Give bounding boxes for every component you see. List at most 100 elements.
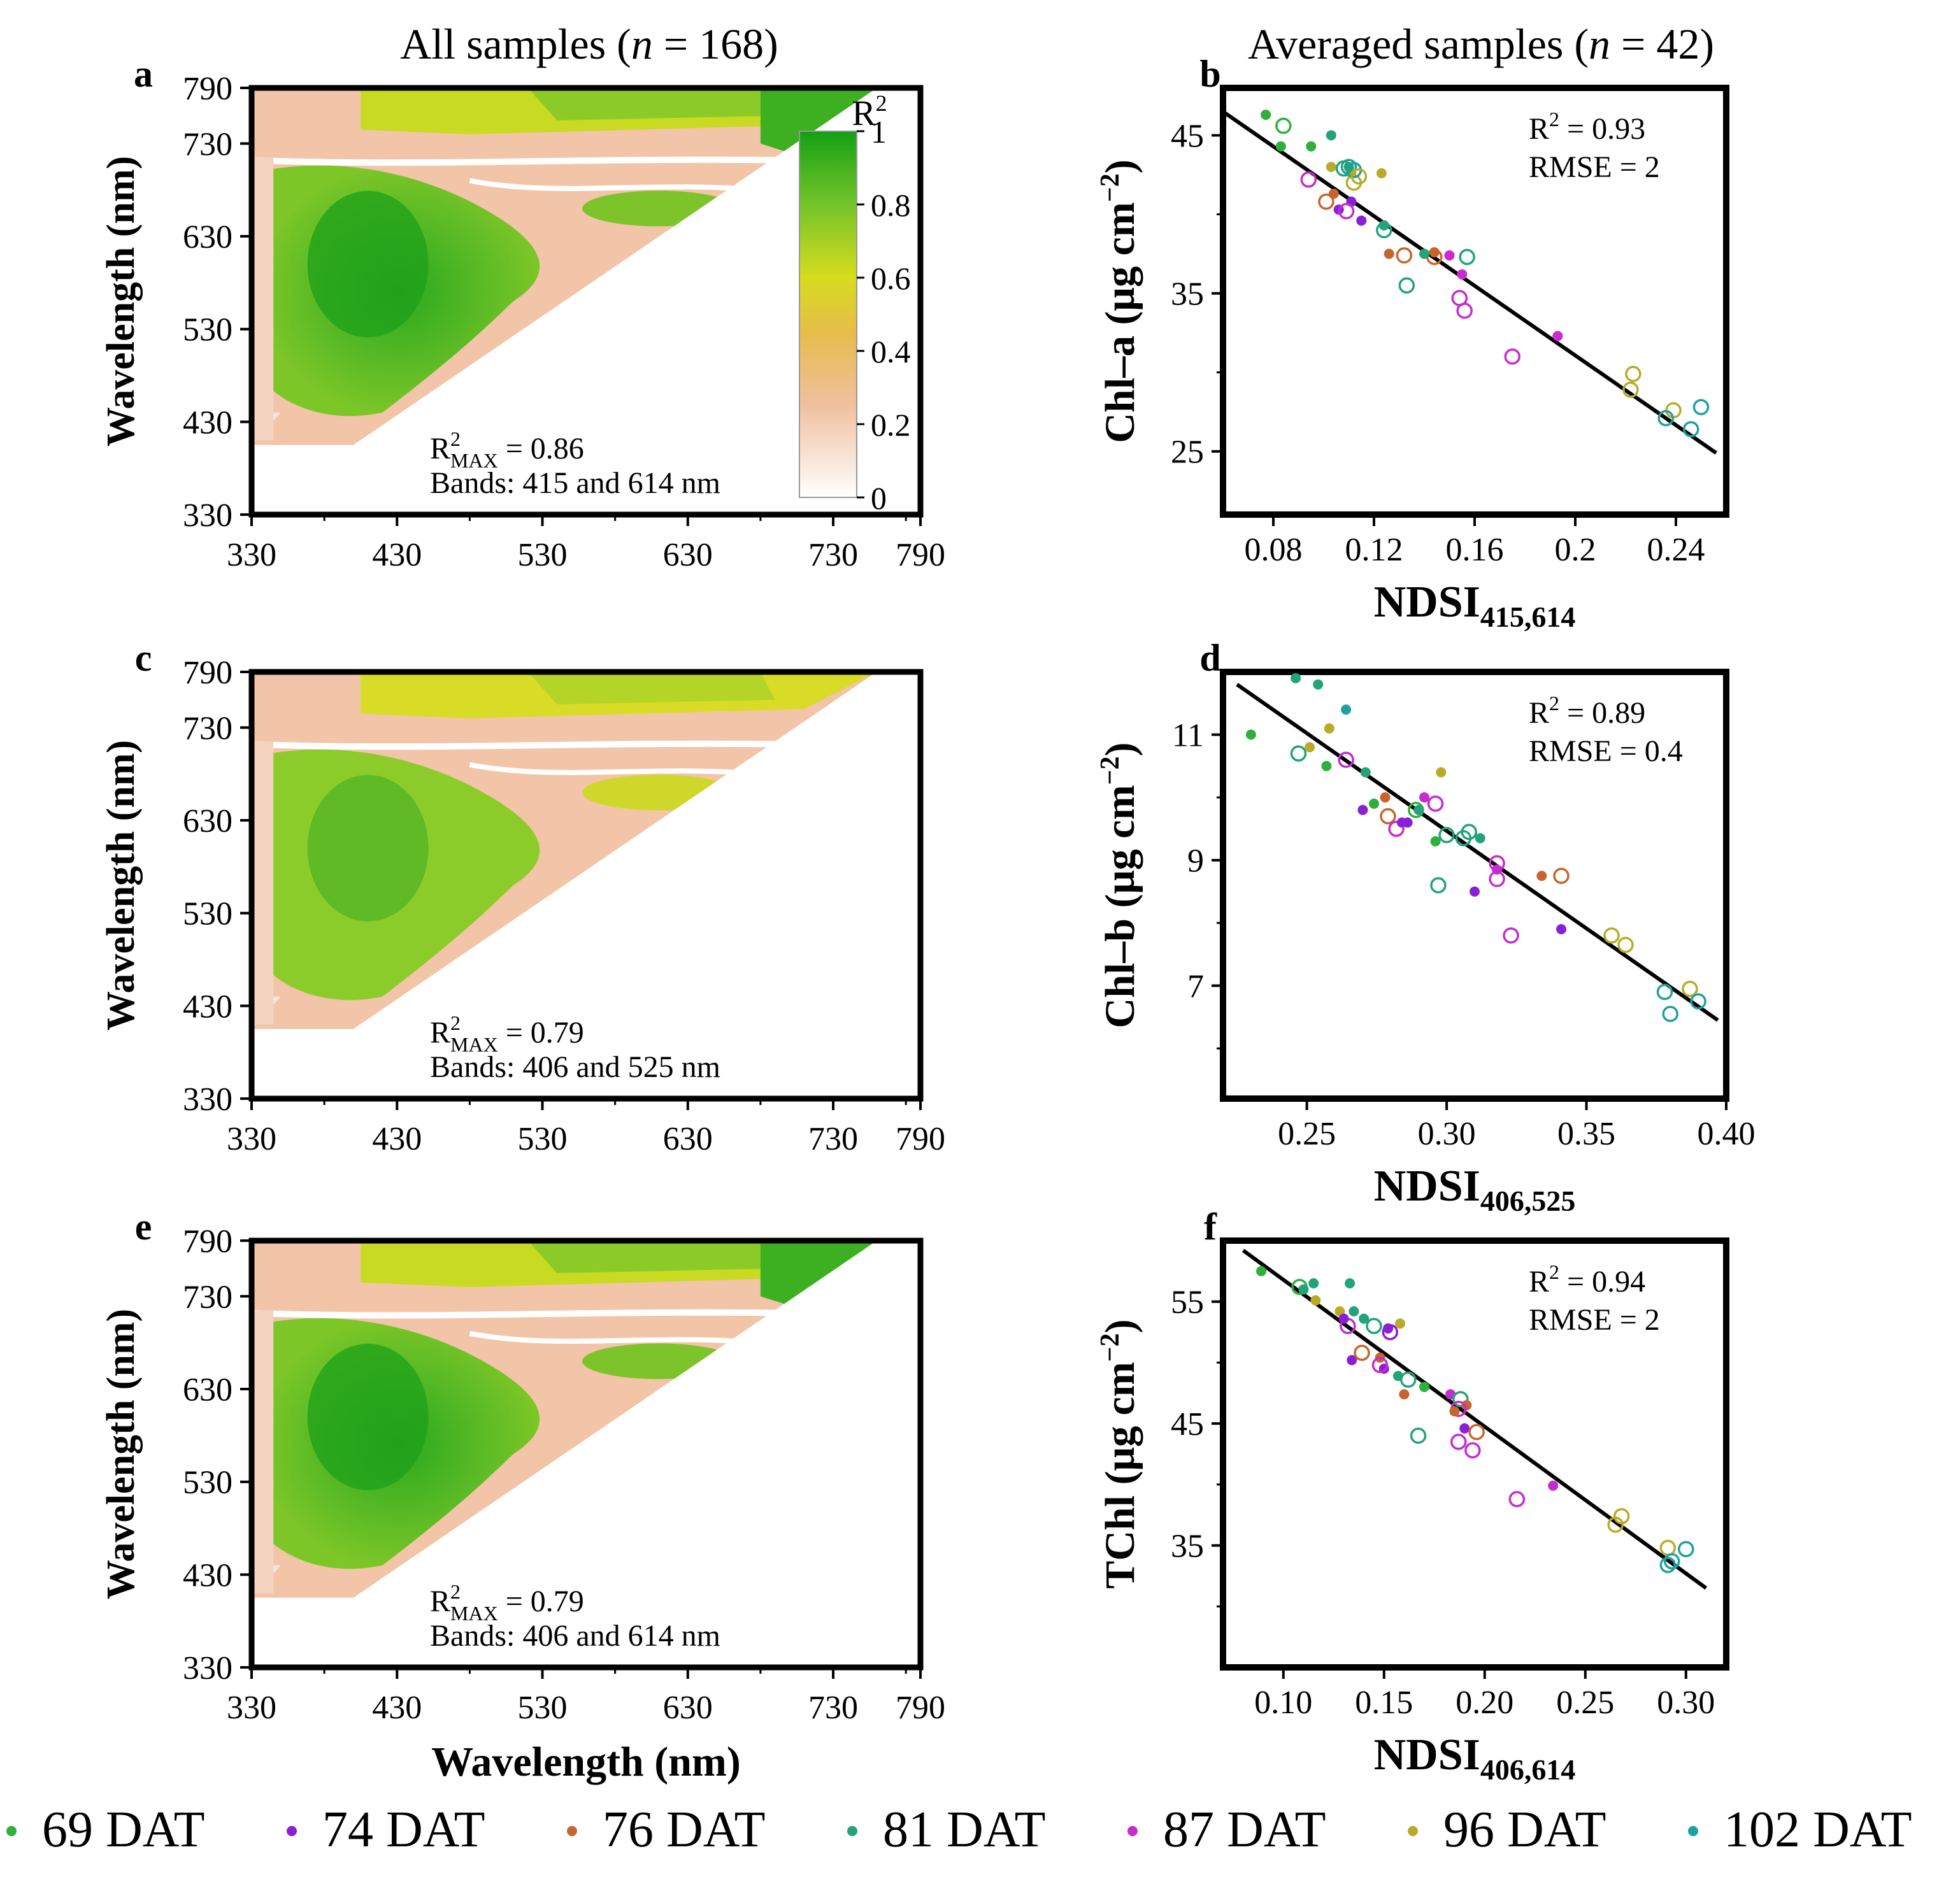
r2-max-label: R xyxy=(430,432,450,466)
data-point xyxy=(1492,864,1503,875)
data-point xyxy=(1376,168,1387,178)
data-point xyxy=(1359,1313,1370,1324)
data-point xyxy=(1396,247,1413,264)
y-axis-label-end: ) xyxy=(1097,743,1143,757)
x-tick-label: 330 xyxy=(227,537,276,573)
r2-annotation: R2 = 0.89 xyxy=(1529,692,1645,730)
data-point xyxy=(1338,752,1354,768)
x-tick-label: 630 xyxy=(663,1121,713,1157)
x-tick-label: 630 xyxy=(663,537,713,573)
x-tick-label: 0.08 xyxy=(1245,532,1303,568)
data-point xyxy=(1450,1434,1467,1450)
data-point xyxy=(1607,1516,1624,1533)
r2-max-sub: MAX xyxy=(450,1033,498,1056)
y-tick-label: 630 xyxy=(183,1372,232,1408)
data-point xyxy=(1427,795,1444,812)
data-point xyxy=(1348,1306,1359,1317)
data-point xyxy=(1682,421,1699,438)
data-point xyxy=(1395,1318,1406,1329)
legend-dot-icon xyxy=(1408,1825,1418,1836)
data-point xyxy=(1371,1357,1389,1374)
data-point xyxy=(1625,366,1642,382)
data-point xyxy=(1617,936,1634,953)
data-point xyxy=(1376,222,1392,239)
x-axis-label-main: NDSI xyxy=(1374,1162,1480,1211)
r2-label: R xyxy=(1529,112,1549,146)
data-point xyxy=(1692,399,1710,416)
data-point xyxy=(1461,1400,1472,1411)
data-point xyxy=(1324,723,1334,734)
y-tick-label: 330 xyxy=(183,1650,232,1686)
y-tick-label: 730 xyxy=(183,1279,232,1315)
data-point xyxy=(1468,1423,1485,1441)
data-point xyxy=(1429,247,1440,258)
x-tick-label: 430 xyxy=(372,1121,422,1157)
x-tick-label: 730 xyxy=(808,1121,858,1157)
y-axis-label-sup: −2 xyxy=(1096,1333,1125,1362)
y-axis-label: Wavelength (nm) xyxy=(99,740,143,1030)
data-point xyxy=(1419,792,1429,803)
data-point xyxy=(1461,823,1477,840)
r2-sup: 2 xyxy=(1549,108,1559,131)
data-point xyxy=(1678,1541,1694,1558)
legend-item-87: 87 DAT xyxy=(1127,1801,1326,1859)
r2-label: R xyxy=(1529,696,1549,730)
heatmap-contour xyxy=(469,1330,761,1346)
data-point xyxy=(1275,141,1286,152)
data-point xyxy=(1396,817,1407,828)
data-point xyxy=(1306,141,1317,152)
data-point xyxy=(1436,767,1447,778)
heatmap-mask xyxy=(252,88,920,515)
data-point xyxy=(1475,833,1485,844)
heatmap-core xyxy=(307,774,429,922)
x-tick-label: 730 xyxy=(808,1690,858,1726)
data-point xyxy=(1321,760,1332,771)
r2-max-annotation: R2 MAX = 0.79 xyxy=(430,1011,584,1056)
y-axis-label: Chl–a (μg cm−2) xyxy=(1096,159,1143,443)
x-tick-label: 430 xyxy=(372,537,422,573)
r2-sup: 2 xyxy=(1549,692,1559,715)
data-point xyxy=(1318,193,1334,210)
data-point xyxy=(1290,745,1307,762)
heatmap-field xyxy=(252,88,920,515)
plot-frame xyxy=(248,669,924,1102)
r2-max-annotation: R2 MAX = 0.79 xyxy=(430,1580,584,1625)
y-tick-label: 9 xyxy=(1187,843,1204,880)
data-point xyxy=(1622,381,1639,398)
data-point xyxy=(1444,250,1455,261)
data-point xyxy=(1548,1480,1559,1491)
y-tick-label: 430 xyxy=(183,1557,232,1593)
right-column-title: Averaged samples (n = 42) xyxy=(1248,20,1714,68)
heatmap-panel-c: 330 430 530 630 730 790 330 430 530 630 730 790 c Wav… xyxy=(99,637,945,1157)
x-axis-label-sub: 406,525 xyxy=(1480,1185,1576,1217)
y-tick-label: 55 xyxy=(1171,1285,1204,1321)
heatmap-core xyxy=(307,1343,429,1490)
colorbar-title: R2 xyxy=(852,90,887,133)
legend-dot-icon xyxy=(1688,1825,1698,1836)
data-point xyxy=(1419,1381,1429,1392)
data-point xyxy=(1335,160,1352,177)
data-point xyxy=(1536,871,1547,881)
legend-dot-icon xyxy=(567,1825,577,1836)
legend-dot-icon xyxy=(287,1825,297,1836)
x-axis-label-sub: 406,614 xyxy=(1480,1753,1576,1786)
rmse-annotation: RMSE = 2 xyxy=(1529,150,1660,184)
data-point xyxy=(1275,117,1292,134)
heatmap-contour xyxy=(252,1309,790,1319)
x-tick-label: 0.20 xyxy=(1456,1685,1513,1721)
colorbar-tick-label: 0 xyxy=(871,480,887,516)
y-tick-label: 530 xyxy=(183,312,232,348)
panel-letter: d xyxy=(1199,637,1220,679)
heatmap-contour xyxy=(469,178,761,193)
data-point xyxy=(1410,1427,1427,1444)
heatmap-upper-core xyxy=(527,1241,775,1273)
legend-dot-icon xyxy=(1127,1825,1138,1836)
r2-annotation: R2 = 0.93 xyxy=(1529,108,1645,146)
data-point xyxy=(1383,1323,1394,1334)
x-axis-label: Wavelength (nm) xyxy=(431,1739,741,1785)
y-tick-label: 630 xyxy=(183,219,232,255)
legend: 69 DAT 74 DAT 76 DAT 81 DAT 87 DAT 96 DA… xyxy=(0,1796,1960,1872)
data-point xyxy=(1430,877,1447,894)
data-point xyxy=(1399,1371,1417,1388)
y-tick-label: 430 xyxy=(183,404,232,441)
